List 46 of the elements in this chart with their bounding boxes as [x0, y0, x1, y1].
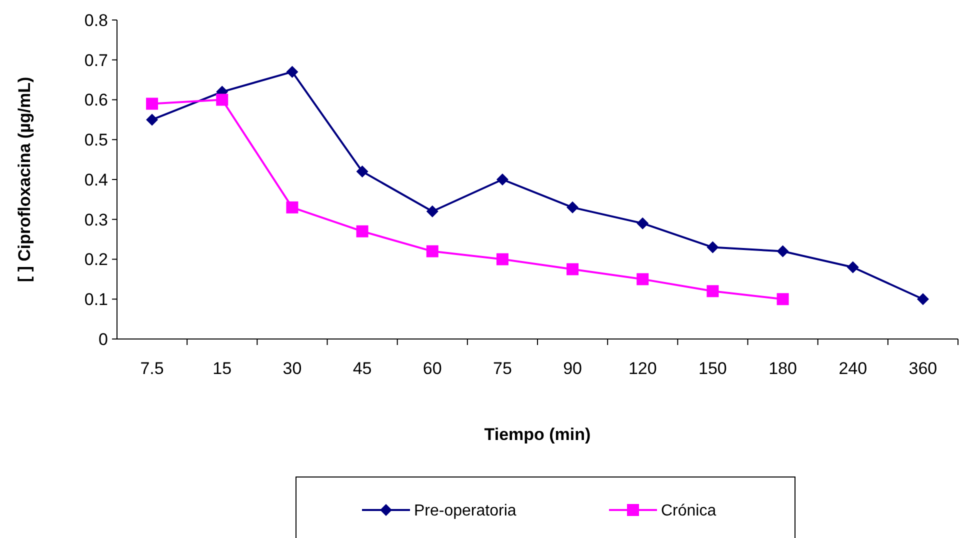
point [846, 261, 859, 274]
x-tick-label: 360 [908, 359, 938, 378]
y-tick-label: 0.6 [84, 90, 108, 110]
point [636, 273, 649, 286]
point [146, 98, 158, 110]
x-tick-label: 45 [352, 359, 372, 378]
y-tick-label: 0.8 [84, 10, 108, 30]
point [916, 293, 929, 306]
point [776, 245, 789, 258]
y-axis-title: [ ] Ciprofloxacina (µg/mL) [15, 76, 34, 282]
point [776, 293, 789, 306]
y-tick-label: 0.7 [84, 50, 108, 70]
x-tick-label: 60 [422, 359, 442, 378]
y-tick-label: 0.5 [84, 130, 108, 150]
x-tick-label: 75 [492, 359, 512, 378]
point [636, 217, 649, 230]
point [496, 253, 508, 266]
point [496, 174, 508, 186]
x-tick-label: 90 [563, 359, 582, 378]
point [356, 225, 368, 238]
point [356, 166, 368, 178]
x-tick-label: 180 [768, 359, 797, 378]
point [706, 241, 719, 254]
point [566, 263, 579, 276]
point [566, 201, 579, 214]
point [426, 245, 438, 258]
y-tick-label: 0.4 [84, 170, 108, 190]
x-tick-label: 7.5 [140, 359, 164, 378]
legend-label: Crónica [661, 502, 716, 520]
point [426, 205, 438, 218]
point [286, 201, 298, 214]
point [706, 285, 719, 298]
x-tick-label: 30 [282, 359, 302, 378]
point [146, 114, 158, 126]
y-tick-label: 0.1 [84, 290, 108, 310]
x-tick-label: 150 [698, 359, 727, 378]
x-tick-label: 120 [628, 359, 657, 378]
point [286, 66, 298, 78]
x-tick-label: 15 [212, 359, 232, 378]
y-tick-label: 0 [98, 330, 108, 349]
legend-label: Pre-operatoria [414, 502, 516, 520]
x-axis-title: Tiempo (min) [484, 425, 591, 444]
point [216, 94, 228, 106]
y-tick-label: 0.2 [84, 250, 108, 270]
x-tick-label: 240 [838, 359, 868, 378]
y-tick-label: 0.3 [84, 210, 108, 230]
